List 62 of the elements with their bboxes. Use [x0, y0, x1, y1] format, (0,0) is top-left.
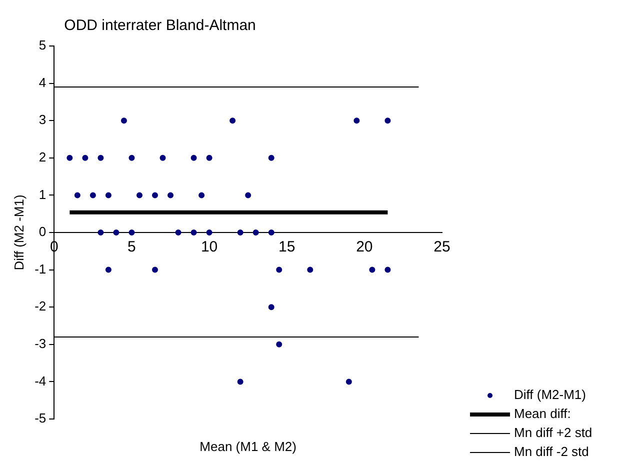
point: [252, 230, 259, 236]
chart-title: ODD interrater Bland-Altman: [64, 17, 256, 34]
point: [90, 192, 96, 198]
point: [82, 154, 88, 161]
point: [307, 266, 314, 273]
point: [113, 230, 120, 236]
x-tick-label: 15: [278, 238, 296, 256]
point: [190, 230, 197, 236]
point: [105, 192, 112, 198]
point: [105, 266, 112, 273]
point: [268, 230, 274, 236]
point: [152, 266, 158, 273]
y-tick-label: -1: [34, 261, 46, 276]
point: [175, 230, 182, 236]
point: [98, 230, 104, 236]
point: [66, 154, 73, 161]
y-tick-label: -4: [34, 373, 46, 388]
point: [198, 192, 205, 198]
point: [268, 154, 274, 161]
x-tick-label: 10: [200, 238, 218, 256]
point: [346, 378, 352, 385]
y-axis-title: Diff (M2 -M1): [11, 194, 26, 270]
point: [384, 266, 391, 273]
point: [136, 192, 142, 198]
point: [206, 230, 212, 236]
point: [128, 230, 135, 236]
point: [276, 266, 282, 273]
legend-label: Mn diff +2 std: [514, 425, 592, 440]
point: [237, 378, 244, 385]
x-axis-title: Mean (M1 & M2): [200, 439, 296, 454]
x-tick-label: 25: [434, 238, 450, 256]
point: [206, 154, 212, 161]
point: [98, 154, 104, 161]
point: [237, 230, 244, 236]
y-tick-label: 0: [38, 224, 46, 240]
legend-label: Mn diff -2 std: [514, 444, 589, 460]
point: [276, 341, 282, 348]
x-tick-label: 5: [128, 238, 136, 256]
legend-label: Diff (M2-M1): [514, 387, 586, 402]
point: [128, 154, 135, 161]
x-tick-label: 20: [356, 238, 373, 256]
y-tick-label: 5: [38, 38, 46, 53]
point: [245, 192, 252, 198]
point: [384, 118, 391, 124]
point: [190, 154, 197, 161]
y-tick-label: 3: [38, 112, 46, 128]
point: [168, 192, 174, 198]
point: [152, 192, 158, 198]
y-tick-label: -2: [34, 298, 46, 314]
point: [369, 266, 376, 273]
legend-label: Mean diff:: [514, 406, 571, 422]
point: [230, 118, 236, 124]
y-tick-label: 4: [38, 74, 46, 90]
point: [268, 304, 274, 310]
y-tick-label: 2: [38, 149, 46, 164]
y-tick-label: -5: [34, 410, 46, 426]
point: [120, 118, 127, 124]
y-tick-label: -3: [34, 336, 46, 351]
point: [74, 192, 80, 198]
y-tick-label: 1: [38, 186, 46, 202]
point: [354, 118, 360, 124]
point: [160, 154, 166, 161]
